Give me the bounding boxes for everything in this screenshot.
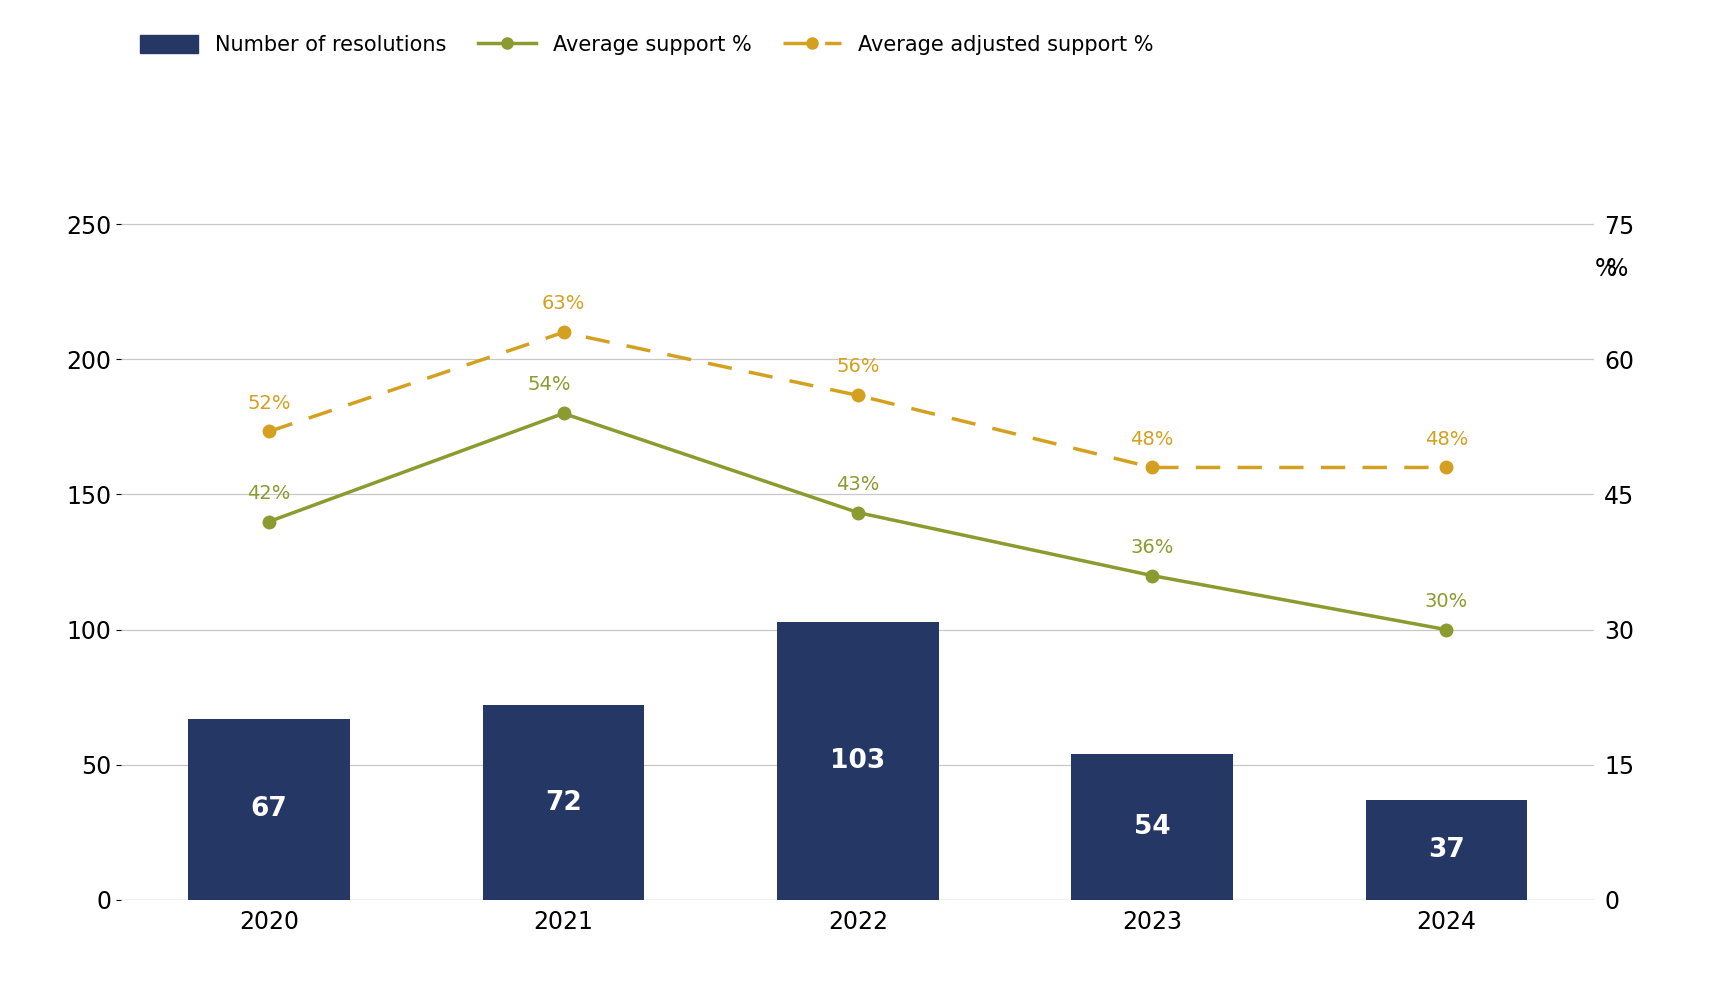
Text: 43%: 43% bbox=[835, 475, 880, 494]
Text: 63%: 63% bbox=[542, 295, 585, 314]
Text: 54%: 54% bbox=[527, 376, 570, 395]
Text: 54: 54 bbox=[1133, 814, 1169, 840]
Text: 48%: 48% bbox=[1424, 429, 1467, 449]
Bar bbox=[1070, 754, 1233, 900]
Text: 30%: 30% bbox=[1424, 591, 1467, 611]
Text: 42%: 42% bbox=[248, 484, 291, 502]
Text: %: % bbox=[1593, 256, 1616, 281]
Bar bbox=[189, 719, 350, 900]
Text: 52%: 52% bbox=[248, 394, 291, 412]
Bar bbox=[481, 705, 644, 900]
Text: 56%: 56% bbox=[835, 357, 880, 377]
Text: 67: 67 bbox=[251, 796, 288, 823]
Bar bbox=[776, 621, 939, 900]
Legend: Number of resolutions, Average support %, Average adjusted support %: Number of resolutions, Average support %… bbox=[132, 27, 1160, 63]
Text: 37: 37 bbox=[1427, 837, 1464, 863]
Text: 36%: 36% bbox=[1129, 538, 1173, 557]
Text: 48%: 48% bbox=[1129, 429, 1173, 449]
Bar bbox=[1365, 800, 1526, 900]
Text: 72: 72 bbox=[546, 789, 582, 816]
Text: 103: 103 bbox=[830, 748, 885, 773]
Text: %: % bbox=[1604, 257, 1626, 281]
